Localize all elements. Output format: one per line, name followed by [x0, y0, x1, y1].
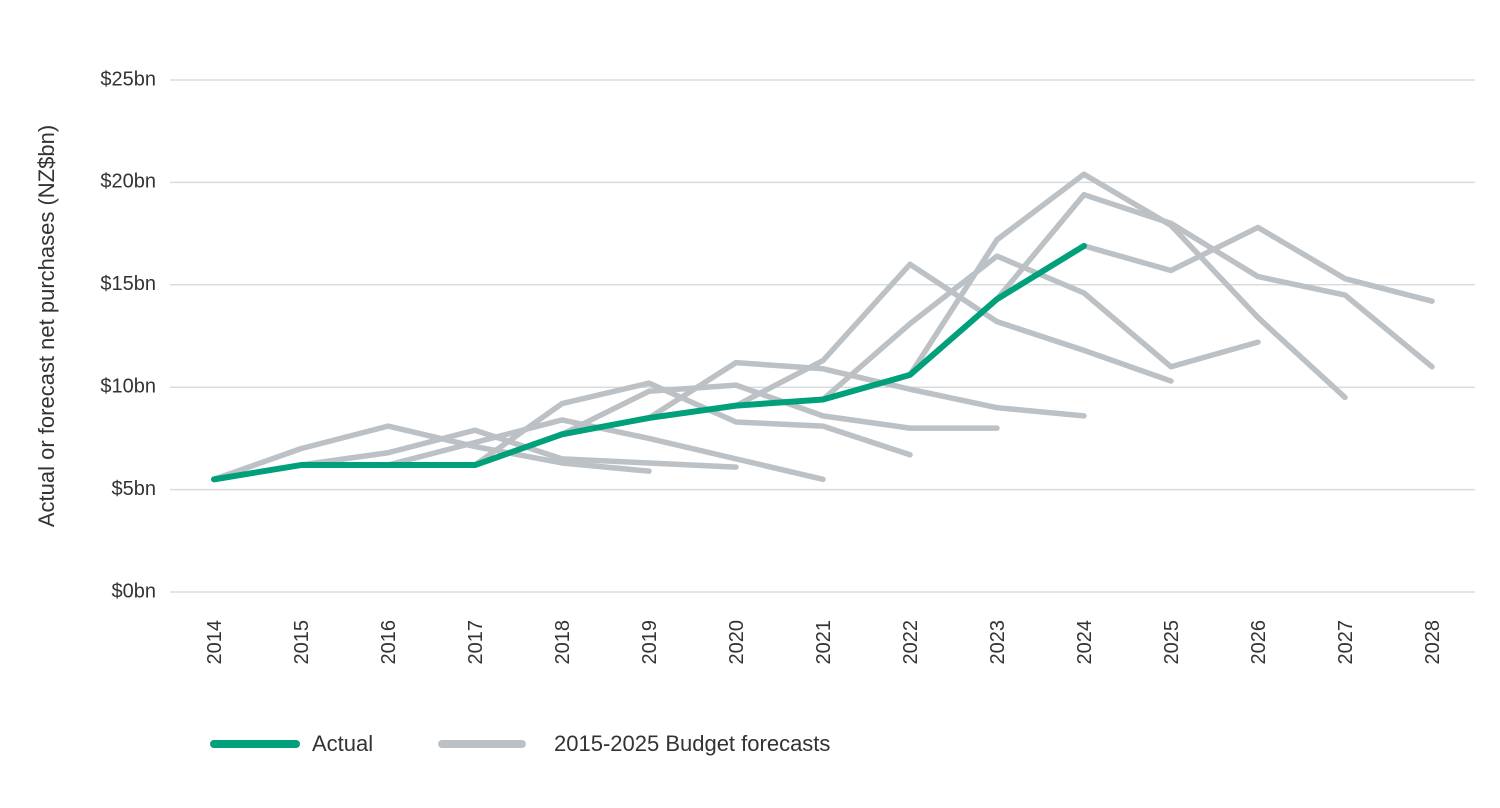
y-tick-label: $5bn [112, 478, 157, 500]
y-tick-labels: $0bn $5bn $10bn $15bn $20bn $25bn [100, 68, 156, 602]
forecast-line [298, 427, 739, 470]
x-tick-label: 2016 [378, 620, 400, 665]
actual-line [211, 242, 1087, 483]
actual-series-group [211, 242, 1087, 483]
forecast-line [472, 380, 913, 468]
y-tick-label: $20bn [100, 171, 156, 193]
x-tick-label: 2024 [1074, 620, 1096, 665]
x-tick-label: 2015 [291, 620, 313, 665]
forecast-line [1081, 224, 1435, 304]
forecast-line [646, 359, 1087, 421]
forecast-line [211, 423, 652, 483]
x-tick-label: 2017 [465, 620, 487, 665]
x-tick-labels: 2014 2015 2016 2017 2018 2019 2020 2021 2022 2023… [204, 620, 1444, 665]
y-tick-label: $0bn [112, 580, 157, 602]
x-tick-label: 2025 [1161, 620, 1183, 665]
gridlines [170, 79, 1475, 593]
x-tick-label: 2022 [900, 620, 922, 665]
y-tick-label: $10bn [100, 375, 156, 397]
y-axis-label: Actual or forecast net purchases (NZ$bn) [34, 125, 59, 527]
x-tick-label: 2018 [552, 620, 574, 665]
forecast-series-group [211, 171, 1435, 483]
legend: Actual 2015-2025 Budget forecasts [210, 731, 830, 756]
legend-label-actual: Actual [312, 731, 373, 756]
x-tick-label: 2023 [987, 620, 1009, 665]
legend-label-forecasts: 2015-2025 Budget forecasts [554, 731, 830, 756]
x-tick-label: 2021 [813, 620, 835, 665]
x-tick-label: 2026 [1248, 620, 1270, 665]
y-tick-label: $15bn [100, 273, 156, 295]
x-tick-label: 2019 [639, 620, 661, 665]
x-tick-label: 2014 [204, 620, 226, 665]
x-tick-label: 2027 [1335, 620, 1357, 665]
x-tick-label: 2020 [726, 620, 748, 665]
forecast-line [907, 171, 1348, 401]
x-tick-label: 2028 [1422, 620, 1444, 665]
y-tick-label: $25bn [100, 68, 156, 90]
forecast-line [385, 417, 826, 483]
